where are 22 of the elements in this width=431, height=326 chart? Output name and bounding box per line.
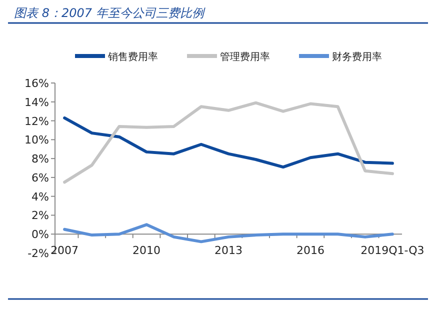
y-tick-label: 6%	[32, 171, 49, 184]
x-tick-label: 2013	[214, 244, 242, 257]
y-tick-label: -2%	[28, 247, 49, 260]
line-series	[63, 116, 394, 169]
legend-label: 管理费用率	[220, 51, 270, 63]
legend-label: 财务费用率	[332, 51, 382, 63]
y-tick-label: 16%	[24, 77, 49, 90]
legend-label: 销售费用率	[107, 51, 158, 63]
y-tick-label: 14%	[24, 96, 49, 109]
y-tick-label: 0%	[32, 228, 49, 242]
y-tick-label: 2%	[32, 209, 49, 222]
y-tick-label: 4%	[32, 190, 49, 204]
line-series	[63, 223, 394, 244]
y-tick-label: 8%	[32, 152, 49, 166]
x-tick-label: 2016	[296, 244, 324, 257]
x-tick-label: 2010	[132, 244, 161, 257]
chart-title: 图表 8：2007 年至今公司三费比例	[14, 6, 206, 20]
y-tick-label: 12%	[24, 114, 49, 128]
x-tick-label: 2019Q1-Q3	[360, 244, 424, 257]
y-tick-label: 10%	[24, 134, 49, 147]
x-tick-label: 2007	[50, 244, 79, 257]
line-series	[63, 101, 394, 184]
